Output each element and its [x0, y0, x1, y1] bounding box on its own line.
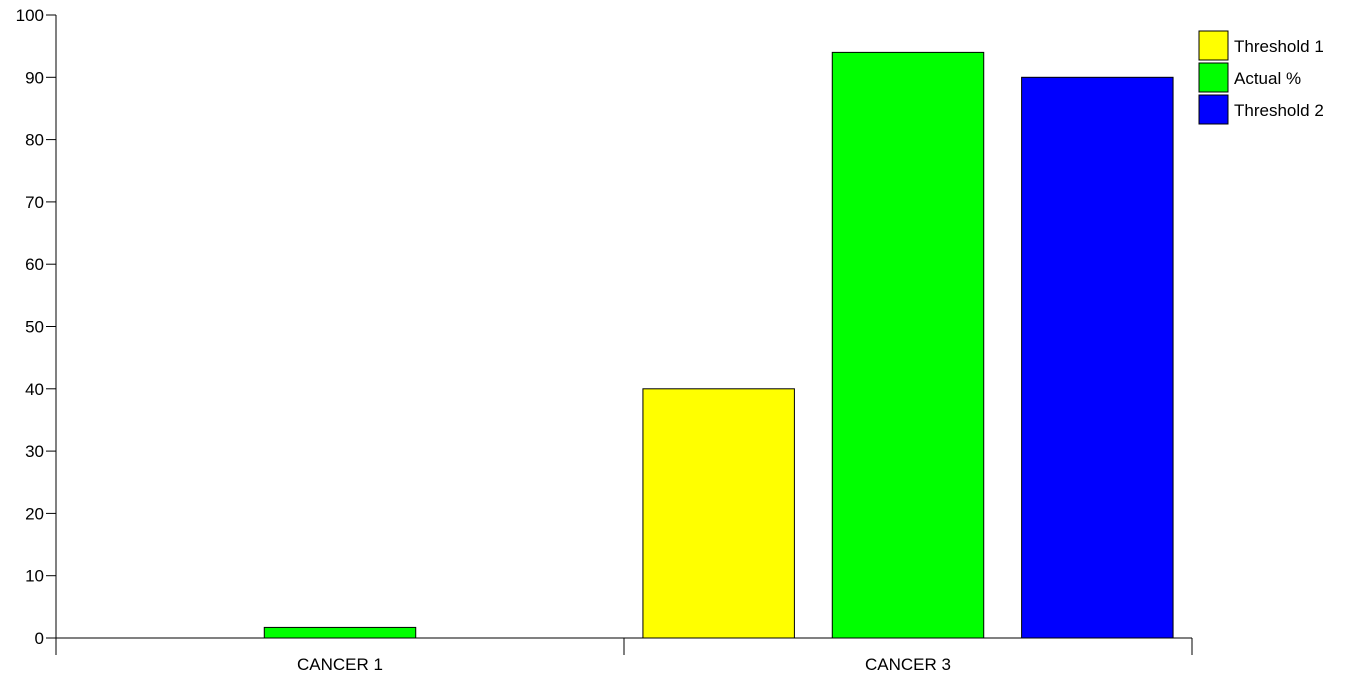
legend-swatch [1198, 30, 1229, 61]
legend-label: Threshold 2 [1234, 101, 1324, 120]
x-category-label: CANCER 3 [865, 655, 951, 674]
legend-swatch [1198, 94, 1229, 125]
y-tick-label: 90 [25, 68, 44, 87]
legend-label: Actual % [1234, 69, 1301, 88]
legend-label: Threshold 1 [1234, 37, 1324, 56]
y-tick-label: 60 [25, 255, 44, 274]
legend-swatch [1198, 62, 1229, 93]
bar-threshold-2-cancer-3 [1021, 76, 1174, 639]
y-axis: 0 10 20 30 40 50 60 70 80 90 100 [16, 6, 57, 648]
bar-threshold-1-cancer-3 [642, 388, 795, 639]
bar-actual-cancer-1 [263, 626, 417, 639]
y-tick-label: 80 [25, 131, 44, 150]
y-tick-label: 20 [25, 504, 44, 523]
x-category-label: CANCER 1 [297, 655, 383, 674]
y-tick-label: 40 [25, 380, 44, 399]
y-tick-label: 100 [16, 6, 44, 25]
y-tick-label: 70 [25, 193, 44, 212]
legend: Threshold 1 Actual % Threshold 2 [1198, 30, 1324, 125]
bar-actual-cancer-3 [831, 51, 985, 639]
y-tick-label: 30 [25, 442, 44, 461]
y-tick-label: 0 [35, 629, 44, 648]
y-tick-label: 50 [25, 318, 44, 337]
y-tick-label: 10 [25, 567, 44, 586]
bars [263, 51, 1174, 639]
x-axis: CANCER 1 CANCER 3 [55, 637, 1193, 674]
